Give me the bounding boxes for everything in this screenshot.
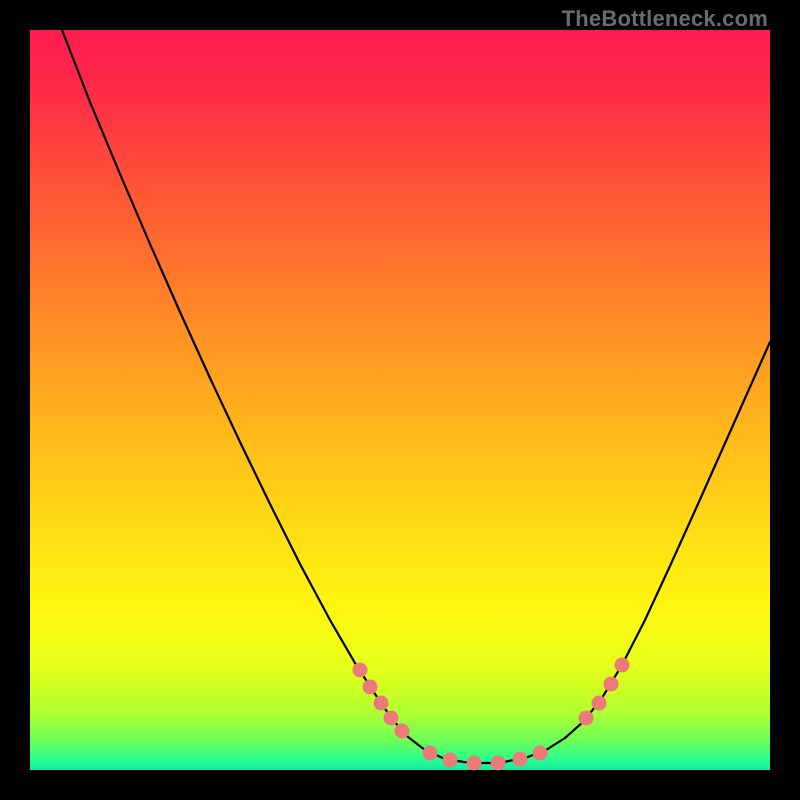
data-marker bbox=[533, 746, 548, 761]
data-marker bbox=[604, 677, 619, 692]
data-marker bbox=[513, 752, 528, 767]
data-marker bbox=[615, 658, 630, 673]
data-marker bbox=[384, 711, 399, 726]
data-marker bbox=[592, 696, 607, 711]
attribution-label: TheBottleneck.com bbox=[562, 6, 768, 32]
data-marker bbox=[491, 756, 506, 771]
data-marker bbox=[395, 724, 410, 739]
marker-group bbox=[353, 658, 630, 771]
chart-frame: TheBottleneck.com bbox=[0, 0, 800, 800]
data-marker bbox=[374, 696, 389, 711]
data-marker bbox=[423, 746, 438, 761]
data-marker bbox=[363, 680, 378, 695]
data-marker bbox=[579, 711, 594, 726]
data-marker bbox=[443, 753, 458, 768]
plot-area bbox=[30, 30, 770, 770]
data-marker bbox=[467, 756, 482, 771]
curve-layer bbox=[30, 30, 770, 770]
data-marker bbox=[353, 663, 368, 678]
bottleneck-curve bbox=[62, 30, 770, 763]
